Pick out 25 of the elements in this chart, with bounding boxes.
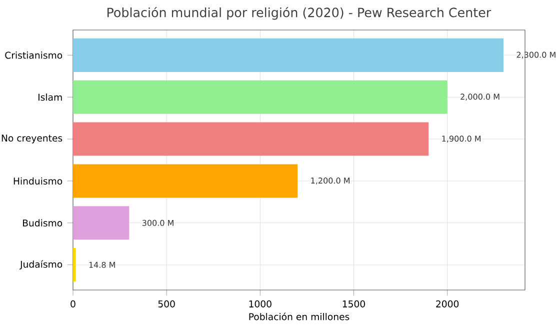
x-tick-label: 1500 [342, 300, 365, 308]
data-label: 1,200.0 M [311, 178, 350, 184]
bar [73, 38, 504, 72]
chart-title: Población mundial por religión (2020) - Pew Research Center [107, 6, 492, 20]
y-tick-label: Cristianismo [5, 52, 62, 59]
y-tick-label: Hinduismo [14, 177, 62, 185]
x-tick-label: 2000 [436, 300, 459, 308]
bar [73, 80, 448, 114]
x-tick-label: 500 [158, 300, 175, 308]
bar [73, 206, 130, 240]
y-tick-label: No creyentes [2, 134, 62, 144]
bar [73, 164, 298, 198]
y-tick-label: Judaísmo [20, 260, 62, 270]
x-axis-title: Población en millones [249, 312, 350, 320]
x-tick-label: 0 [70, 300, 76, 308]
data-label: 2,300.0 M [516, 52, 556, 59]
data-label: 1,900.0 M [442, 136, 481, 142]
data-label: 2,000.0 M [460, 94, 500, 101]
y-tick-label: Budismo [23, 219, 62, 227]
y-tick-label: Islam [38, 93, 62, 101]
bar [73, 122, 429, 156]
x-tick-label: 1000 [249, 300, 272, 308]
data-label: 300.0 M [142, 220, 174, 226]
data-label: 14.8 M [89, 262, 115, 268]
bar [73, 248, 76, 282]
